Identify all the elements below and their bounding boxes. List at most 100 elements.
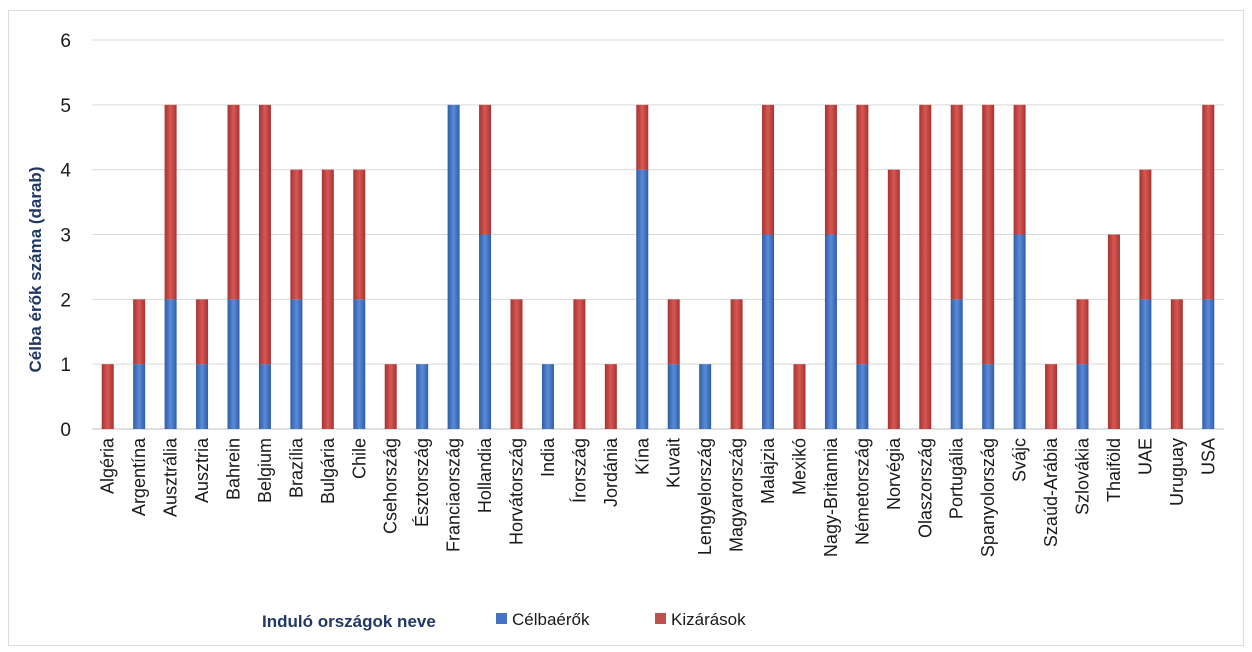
bar-kizarasok	[290, 169, 303, 300]
x-tick-label: Csehország	[381, 438, 401, 534]
bar-kizarasok	[887, 169, 900, 429]
x-tick-label: Lengyelország	[695, 438, 715, 555]
bar-celbaerok	[1076, 364, 1089, 429]
x-tick-label: Norvégia	[884, 437, 904, 510]
x-tick-label: Kuvait	[664, 438, 684, 488]
x-tick-label: Kína	[632, 437, 652, 475]
bar-kizarasok	[1170, 299, 1183, 429]
bar-kizarasok	[510, 299, 523, 429]
x-axis-label: Induló országok neve	[262, 612, 436, 631]
bar-kizarasok	[133, 299, 146, 365]
x-tick-label: Nagy-Britannia	[821, 437, 841, 557]
legend-label-celbaerok: Célbaérők	[512, 610, 590, 629]
bar-celbaerok	[290, 299, 303, 429]
y-tick-label: 0	[60, 420, 71, 441]
bar-celbaerok	[353, 299, 366, 429]
bar-kizarasok	[1045, 364, 1058, 429]
x-tick-label: Malajzia	[758, 437, 778, 504]
x-tick-label: Szaúd-Arábia	[1041, 437, 1061, 547]
bar-celbaerok	[1202, 299, 1215, 429]
bar-kizarasok	[227, 104, 240, 300]
bar-kizarasok	[479, 104, 492, 235]
y-axis-label: Célba érők száma (darab)	[26, 167, 45, 373]
x-tick-label: Spanyolország	[978, 438, 998, 557]
x-tick-label: India	[538, 437, 558, 477]
bar-celbaerok	[667, 364, 680, 429]
bar-kizarasok	[1202, 104, 1215, 300]
bar-kizarasok	[101, 364, 114, 429]
x-tick-label: USA	[1198, 438, 1218, 475]
legend: Induló országok neve Célbaérők Kizárások	[262, 610, 746, 631]
bar-kizarasok	[573, 299, 586, 429]
x-tick-label: Horvátország	[507, 438, 527, 545]
bar-celbaerok	[541, 364, 554, 429]
x-tick-label: Németország	[852, 438, 872, 545]
bar-celbaerok	[636, 169, 649, 429]
bar-kizarasok	[321, 169, 334, 429]
x-tick-label: Észtország	[412, 438, 432, 527]
legend-swatch-kizarasok	[655, 613, 666, 624]
bar-celbaerok	[133, 364, 146, 429]
bar-celbaerok	[1013, 234, 1026, 429]
bar-celbaerok	[856, 364, 869, 429]
bar-celbaerok	[227, 299, 240, 429]
x-tick-label: Jordánia	[601, 437, 621, 507]
legend-label-kizarasok: Kizárások	[671, 610, 746, 629]
x-tick-label: Svájc	[1010, 438, 1030, 482]
y-tick-label: 1	[60, 355, 71, 376]
bar-celbaerok	[824, 234, 837, 429]
bar-kizarasok	[258, 104, 271, 365]
x-tick-label: Ausztria	[192, 437, 212, 503]
y-axis-ticks: 0 1 2 3 4 5 6	[60, 31, 71, 441]
x-tick-label: Hollandia	[475, 437, 495, 513]
x-tick-label: Portugália	[947, 437, 967, 519]
bars	[101, 104, 1215, 429]
x-tick-label: Belgium	[255, 438, 275, 503]
y-tick-label: 3	[60, 226, 71, 247]
bar-kizarasok	[919, 104, 932, 429]
bar-kizarasok	[982, 104, 995, 365]
bar-kizarasok	[793, 364, 806, 429]
bar-celbaerok	[982, 364, 995, 429]
bar-kizarasok	[730, 299, 743, 429]
bar-celbaerok	[258, 364, 271, 429]
x-tick-label: Franciaország	[444, 438, 464, 552]
bar-celbaerok	[699, 364, 712, 429]
x-tick-label: Uruguay	[1167, 438, 1187, 506]
x-tick-label: Argentína	[129, 437, 149, 516]
x-tick-label: Bahrein	[224, 438, 244, 500]
x-tick-label: Thaiföld	[1104, 438, 1124, 502]
bar-kizarasok	[856, 104, 869, 365]
x-tick-label: Ausztrália	[161, 437, 181, 517]
bar-kizarasok	[1139, 169, 1152, 300]
bar-kizarasok	[164, 104, 177, 300]
x-tick-label: Bulgária	[318, 437, 338, 504]
bar-kizarasok	[636, 104, 649, 170]
x-tick-label: Szlovákia	[1073, 437, 1093, 515]
x-tick-label: UAE	[1135, 438, 1155, 475]
y-tick-label: 6	[60, 31, 71, 52]
bar-kizarasok	[1076, 299, 1089, 365]
bar-celbaerok	[479, 234, 492, 429]
x-tick-label: Magyarország	[727, 438, 747, 552]
bar-kizarasok	[1013, 104, 1026, 235]
bar-kizarasok	[384, 364, 397, 429]
x-tick-label: Olaszország	[915, 438, 935, 538]
bar-celbaerok	[164, 299, 177, 429]
bar-celbaerok	[1139, 299, 1152, 429]
bar-kizarasok	[353, 169, 366, 300]
bar-celbaerok	[762, 234, 775, 429]
chart-frame	[8, 10, 1244, 646]
bar-kizarasok	[824, 104, 837, 235]
y-tick-label: 2	[60, 290, 71, 311]
bar-celbaerok	[196, 364, 209, 429]
x-tick-label: Mexikó	[790, 438, 810, 495]
bar-kizarasok	[604, 364, 617, 429]
y-tick-label: 4	[60, 161, 71, 182]
bar-kizarasok	[196, 299, 209, 365]
x-tick-label: Írország	[569, 438, 589, 503]
bar-kizarasok	[667, 299, 680, 365]
x-tick-label: Brazília	[286, 437, 306, 498]
x-tick-label: Chile	[349, 438, 369, 479]
